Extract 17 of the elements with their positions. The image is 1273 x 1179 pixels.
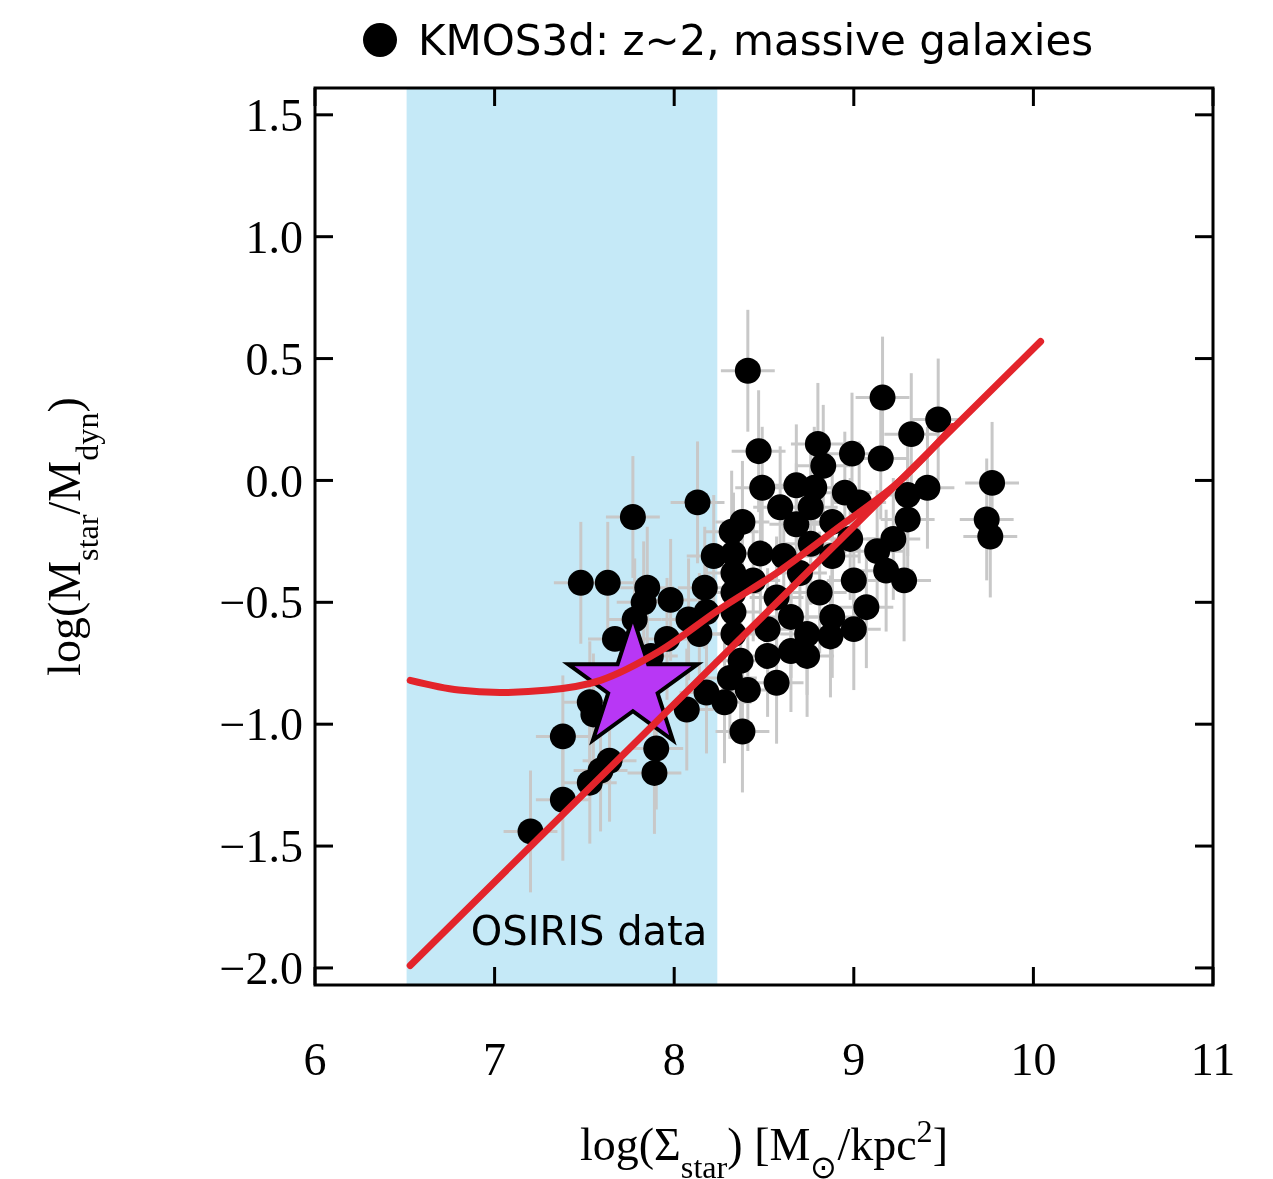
y-tick-label: −1.5 bbox=[219, 821, 303, 873]
y-tick-label: −0.5 bbox=[219, 577, 303, 629]
y-tick-label: −2.0 bbox=[219, 943, 303, 995]
x-axis-title: log(Σ$_{star}$) [M$_{⊙}$/kpc$^{2}$] bbox=[579, 1113, 949, 1179]
y-tick-label: 0.0 bbox=[245, 455, 303, 507]
x-tick-label: 7 bbox=[483, 1034, 507, 1085]
y-tick-label: −1.0 bbox=[219, 699, 303, 751]
y-tick-label: 0.5 bbox=[245, 333, 303, 385]
x-tick-label: 8 bbox=[662, 1034, 686, 1085]
x-tick-label: 10 bbox=[1010, 1034, 1057, 1085]
y-tick-label: 1.5 bbox=[245, 89, 303, 141]
legend-label: KMOS3d: z~2, massive galaxies bbox=[418, 15, 1094, 65]
x-tick-label: 6 bbox=[303, 1034, 327, 1085]
x-tick-label: 11 bbox=[1190, 1034, 1236, 1085]
y-tick-label: 1.0 bbox=[245, 211, 303, 263]
band-label: OSIRIS data bbox=[470, 908, 708, 954]
x-tick-label: 9 bbox=[842, 1034, 866, 1085]
